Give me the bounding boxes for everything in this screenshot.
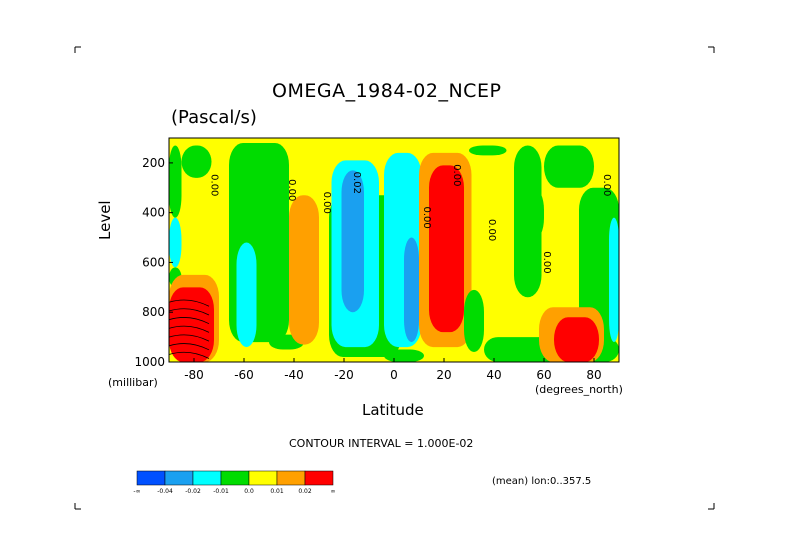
contour-line [168,317,210,325]
colorbar-swatch [192,470,222,486]
contour-line [168,325,210,333]
heatmap-region [544,145,594,188]
contour-labels: 0.00 0.00 0.00 0.02 0.00 0.00 0.00 0.00 0.00 [209,164,613,273]
x-tick-label: -80 [184,368,204,382]
x-tick-label: -60 [234,368,254,382]
contour-line [168,299,210,307]
colorbar-swatch [164,470,194,486]
x-tick-label: 40 [486,368,501,382]
contour-label: 0.02 [351,172,362,194]
y-tick-label: 600 [142,255,165,269]
heatmap-region [524,187,544,241]
colorbar-swatch [304,470,334,486]
heatmap-region [169,217,182,268]
x-tick-label: -20 [334,368,354,382]
x-tick-label: 80 [586,368,601,382]
contour-line [168,334,210,342]
x-unit-label: (degrees_north) [535,383,623,396]
colorbar-swatch [248,470,278,486]
heatmap-region [404,237,419,343]
y-tick-label: 400 [142,206,165,220]
heatmap-region [181,145,212,178]
colorbar-label: -0.01 [213,488,229,495]
x-tick-label: 60 [536,368,551,382]
heatmap-region [169,287,214,362]
units-label: (Pascal/s) [171,107,257,128]
contour-label: 0.00 [486,219,497,241]
contour-label: 0.00 [421,207,432,229]
y-tick-label: 200 [142,156,165,170]
contour-line [168,343,210,351]
contour-line [168,351,210,359]
colorbar-label: -0.02 [185,488,201,495]
colorbar-swatch [276,470,306,486]
x-axis-title: Latitude [362,401,424,419]
heatmap-region [464,289,484,353]
heatmap-region [609,217,619,343]
colorbar: -∞ -0.04 -0.02 -0.01 0.0 0.01 0.02 ∞ [133,470,336,495]
contour-label: 0.00 [601,174,612,196]
contour-label: 0.00 [286,179,297,201]
x-tick-label: 20 [436,368,451,382]
colorbar-label: 0.02 [298,488,312,495]
heatmap-region [341,170,364,313]
heatmap-region [469,145,507,156]
mean-label: (mean) lon:0..357.5 [492,476,592,487]
y-tick-label: 1000 [134,355,165,369]
y-unit-label: (millibar) [108,376,158,389]
corner-marks [74,46,715,510]
colorbar-label: -∞ [133,488,140,495]
axis-ticks: -80 -60 -40 -20 0 20 40 60 80 200 400 600 800 1000 [134,156,601,382]
colorbar-swatch [220,470,250,486]
colorbar-label: -0.04 [157,488,173,495]
x-tick-label: -40 [284,368,304,382]
contour-label: 0.00 [541,251,552,273]
contour-label: 0.00 [321,192,332,214]
contour-label: 0.00 [451,164,462,186]
y-axis-title: Level [96,200,114,240]
contour-label: 0.00 [209,174,220,196]
heatmap-region [236,242,257,348]
colorbar-label: 0.0 [244,488,254,495]
heatmap-region [554,317,599,362]
contour-line [168,308,210,316]
chart-title: OMEGA_1984-02_NCEP [272,80,502,102]
colorbar-label: ∞ [331,488,336,495]
colorbar-swatch [136,470,166,486]
colorbar-label: 0.01 [270,488,284,495]
heatmap-region [169,145,182,218]
heatmap-region [384,349,424,362]
y-tick-label: 800 [142,305,165,319]
x-tick-label: 0 [390,368,398,382]
heatmap-region [289,195,319,345]
heatmap-region [429,165,464,333]
contour-interval-label: CONTOUR INTERVAL = 1.000E-02 [289,437,474,450]
heatmap-regions [168,138,619,362]
